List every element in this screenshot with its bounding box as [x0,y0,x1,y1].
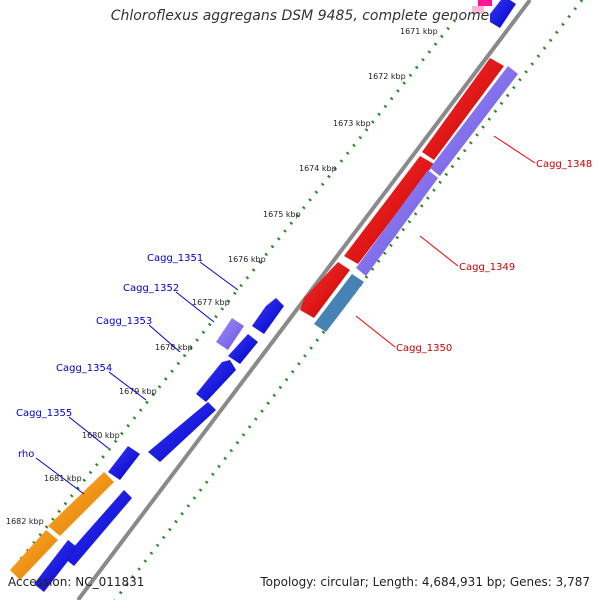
cds-cagg-1349-reverse [344,156,434,264]
cds-rho-forward [64,490,132,566]
label-cagg-1351: Cagg_1351 [147,253,203,264]
pink-cds-feature [478,0,492,6]
tick-1678: 1678 kbp [155,343,193,352]
tick-1675: 1675 kbp [263,210,301,219]
cds-cagg-1349-purple [356,170,438,276]
left-gene-labels: Cagg_1351 Cagg_1352 Cagg_1353 Cagg_1354 … [16,253,239,495]
cds-cagg-1351-forward [252,298,284,334]
label-rho: rho [18,449,34,460]
cds-cagg-1350-steel [314,274,364,332]
tick-labels: 1671 kbp 1672 kbp 1673 kbp 1674 kbp 1675… [6,27,438,526]
label-cagg-1349: Cagg_1349 [459,262,515,273]
tick-1674: 1674 kbp [299,164,337,173]
label-cagg-1354: Cagg_1354 [56,363,112,374]
label-cagg-1350: Cagg_1350 [396,343,452,354]
tick-1677: 1677 kbp [192,298,230,307]
cds-cagg-1350-reverse [300,262,350,318]
cds-cagg-1348-purple [430,66,518,176]
cds-small-forward [108,446,140,480]
cds-cagg-1353-forward [228,334,258,364]
light-pink-feature [472,6,484,14]
cds-cagg-1348-reverse [422,58,504,160]
cds-cagg-1355-forward [148,402,216,462]
tick-1673: 1673 kbp [333,119,371,128]
tick-1679: 1679 kbp [119,387,157,396]
tick-1676: 1676 kbp [228,255,266,264]
tick-1671: 1671 kbp [400,27,438,36]
cds-cagg-1354-forward [196,360,236,402]
right-gene-labels: Cagg_1348 Cagg_1349 Cagg_1350 [355,135,592,354]
tick-1682: 1682 kbp [6,517,44,526]
cds-orange-rho [48,472,114,536]
forward-cds-top [490,0,516,28]
cds-blue-bottom [34,540,78,592]
topology-label: Topology: circular; Length: 4,684,931 bp… [260,575,590,589]
label-cagg-1353: Cagg_1353 [96,316,152,327]
tick-1672: 1672 kbp [368,72,406,81]
label-cagg-1355: Cagg_1355 [16,408,72,419]
accession-label: Accession: NC_011831 [8,575,145,589]
map-title: Chloroflexus aggregans DSM 9485, complet… [110,8,490,24]
label-cagg-1348: Cagg_1348 [536,159,592,170]
cds-cagg-1352-purple [216,318,244,350]
label-cagg-1352: Cagg_1352 [123,283,179,294]
tick-1680: 1680 kbp [82,431,120,440]
cds-orange-continued [10,530,58,580]
